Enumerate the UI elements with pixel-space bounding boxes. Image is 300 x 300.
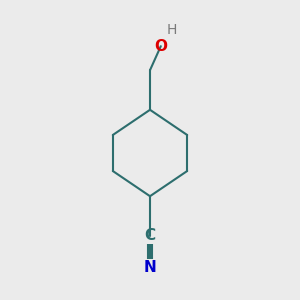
Text: C: C [144, 228, 156, 243]
Text: O: O [154, 39, 167, 54]
Text: N: N [144, 260, 156, 274]
Text: H: H [167, 23, 177, 37]
